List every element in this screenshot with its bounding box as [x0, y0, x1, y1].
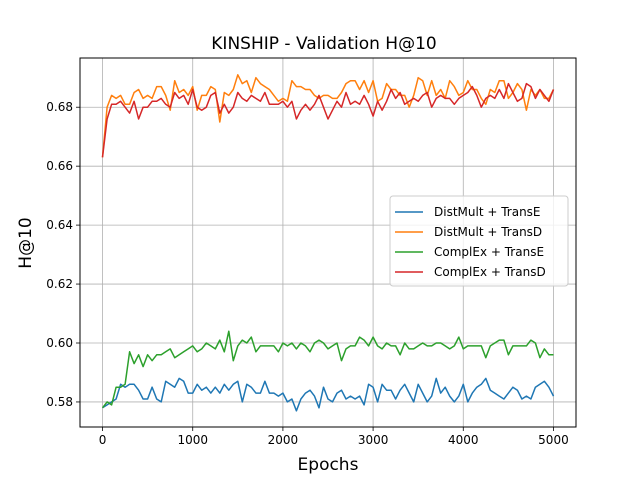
x-tick-label: 3000	[358, 433, 389, 447]
x-axis-label: Epochs	[298, 455, 359, 475]
x-tick-label: 2000	[268, 433, 299, 447]
series-line-4	[101, 82, 555, 158]
chart-title: KINSHIP - Validation H@10	[211, 34, 436, 54]
series-line-1	[102, 377, 555, 412]
legend-label: ComplEx + TransD	[434, 265, 546, 279]
y-tick-label: 0.68	[46, 100, 73, 114]
x-tick-label: 5000	[538, 433, 569, 447]
x-tick-label: 0	[99, 433, 107, 447]
series-line-2	[101, 74, 555, 158]
plot-area-frame	[79, 57, 577, 428]
x-tick-label: 1000	[177, 433, 208, 447]
legend: DistMult + TransE DistMult + TransD ComplE…	[389, 195, 569, 287]
y-tick-label: 0.60	[46, 336, 73, 350]
y-tick-label: 0.62	[46, 277, 73, 291]
y-tick-label: 0.66	[46, 159, 73, 173]
legend-label: ComplEx + TransE	[434, 245, 544, 259]
legend-box	[389, 195, 569, 287]
x-tick-label: 4000	[448, 433, 479, 447]
series-line-3	[101, 330, 554, 409]
y-tick-label: 0.58	[46, 395, 73, 409]
y-tick-label: 0.64	[46, 218, 73, 232]
y-axis-label: H@10	[16, 217, 36, 268]
series-lines	[101, 74, 555, 412]
axis-ticks: 0 1000 2000 3000 4000 5000 0.58 0.60 0.62 0.64 0.6…	[46, 100, 568, 447]
legend-label: DistMult + TransE	[434, 205, 541, 219]
legend-label: DistMult + TransD	[434, 225, 542, 239]
